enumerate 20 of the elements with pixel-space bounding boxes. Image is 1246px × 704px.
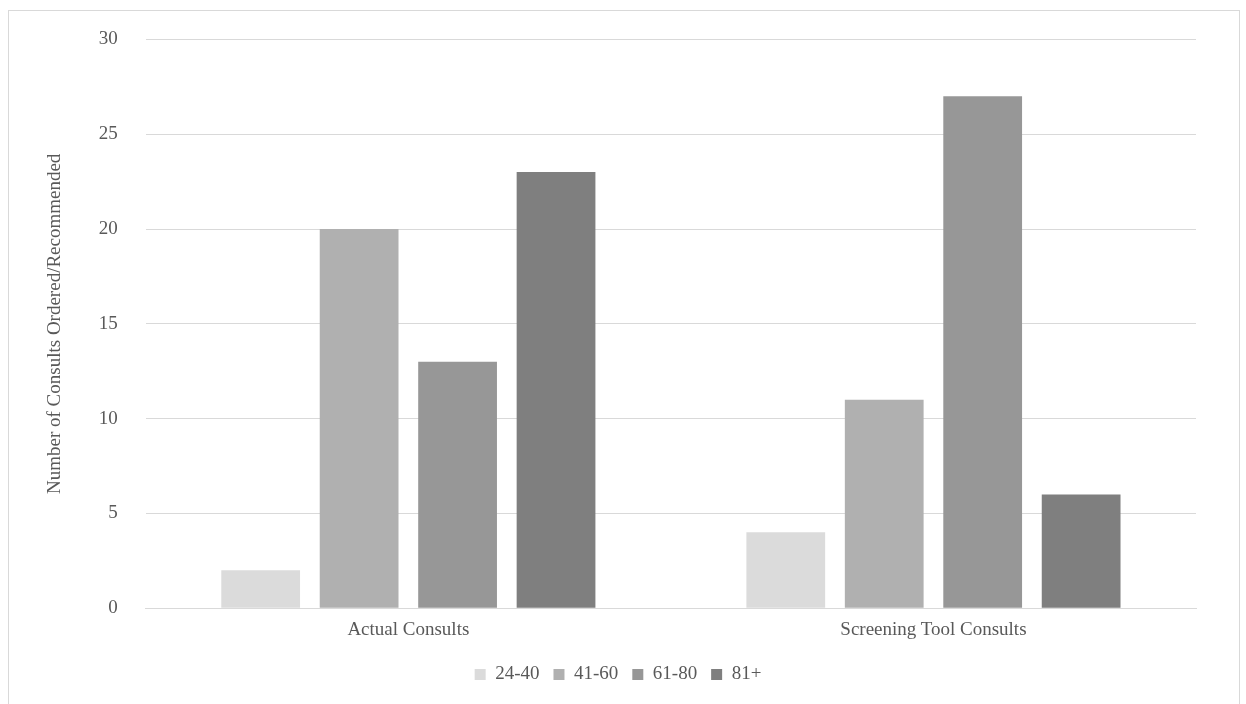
x-tick-label: Actual Consults: [347, 617, 470, 639]
legend-label: 24-40: [495, 662, 540, 684]
x-tick-label: Screening Tool Consults: [840, 617, 1027, 639]
y-tick-label: 25: [98, 122, 118, 144]
bar: [844, 399, 924, 608]
bar: [516, 172, 596, 608]
bar: [319, 229, 399, 608]
y-tick-label: 20: [98, 216, 118, 238]
bar: [1041, 494, 1121, 608]
y-tick-label: 15: [98, 311, 118, 333]
y-tick-label: 0: [108, 596, 118, 618]
legend-label: 41-60: [573, 662, 619, 684]
y-tick-label: 10: [98, 406, 118, 428]
y-tick-label: 5: [108, 501, 118, 523]
y-axis-title: Number of Consults Ordered/Recommended: [43, 153, 65, 494]
bar: [418, 361, 497, 608]
bar: [943, 96, 1023, 608]
y-tick-label: 30: [98, 27, 118, 49]
legend-label: 61-80: [652, 662, 698, 684]
legend-label: 81+: [731, 662, 762, 684]
